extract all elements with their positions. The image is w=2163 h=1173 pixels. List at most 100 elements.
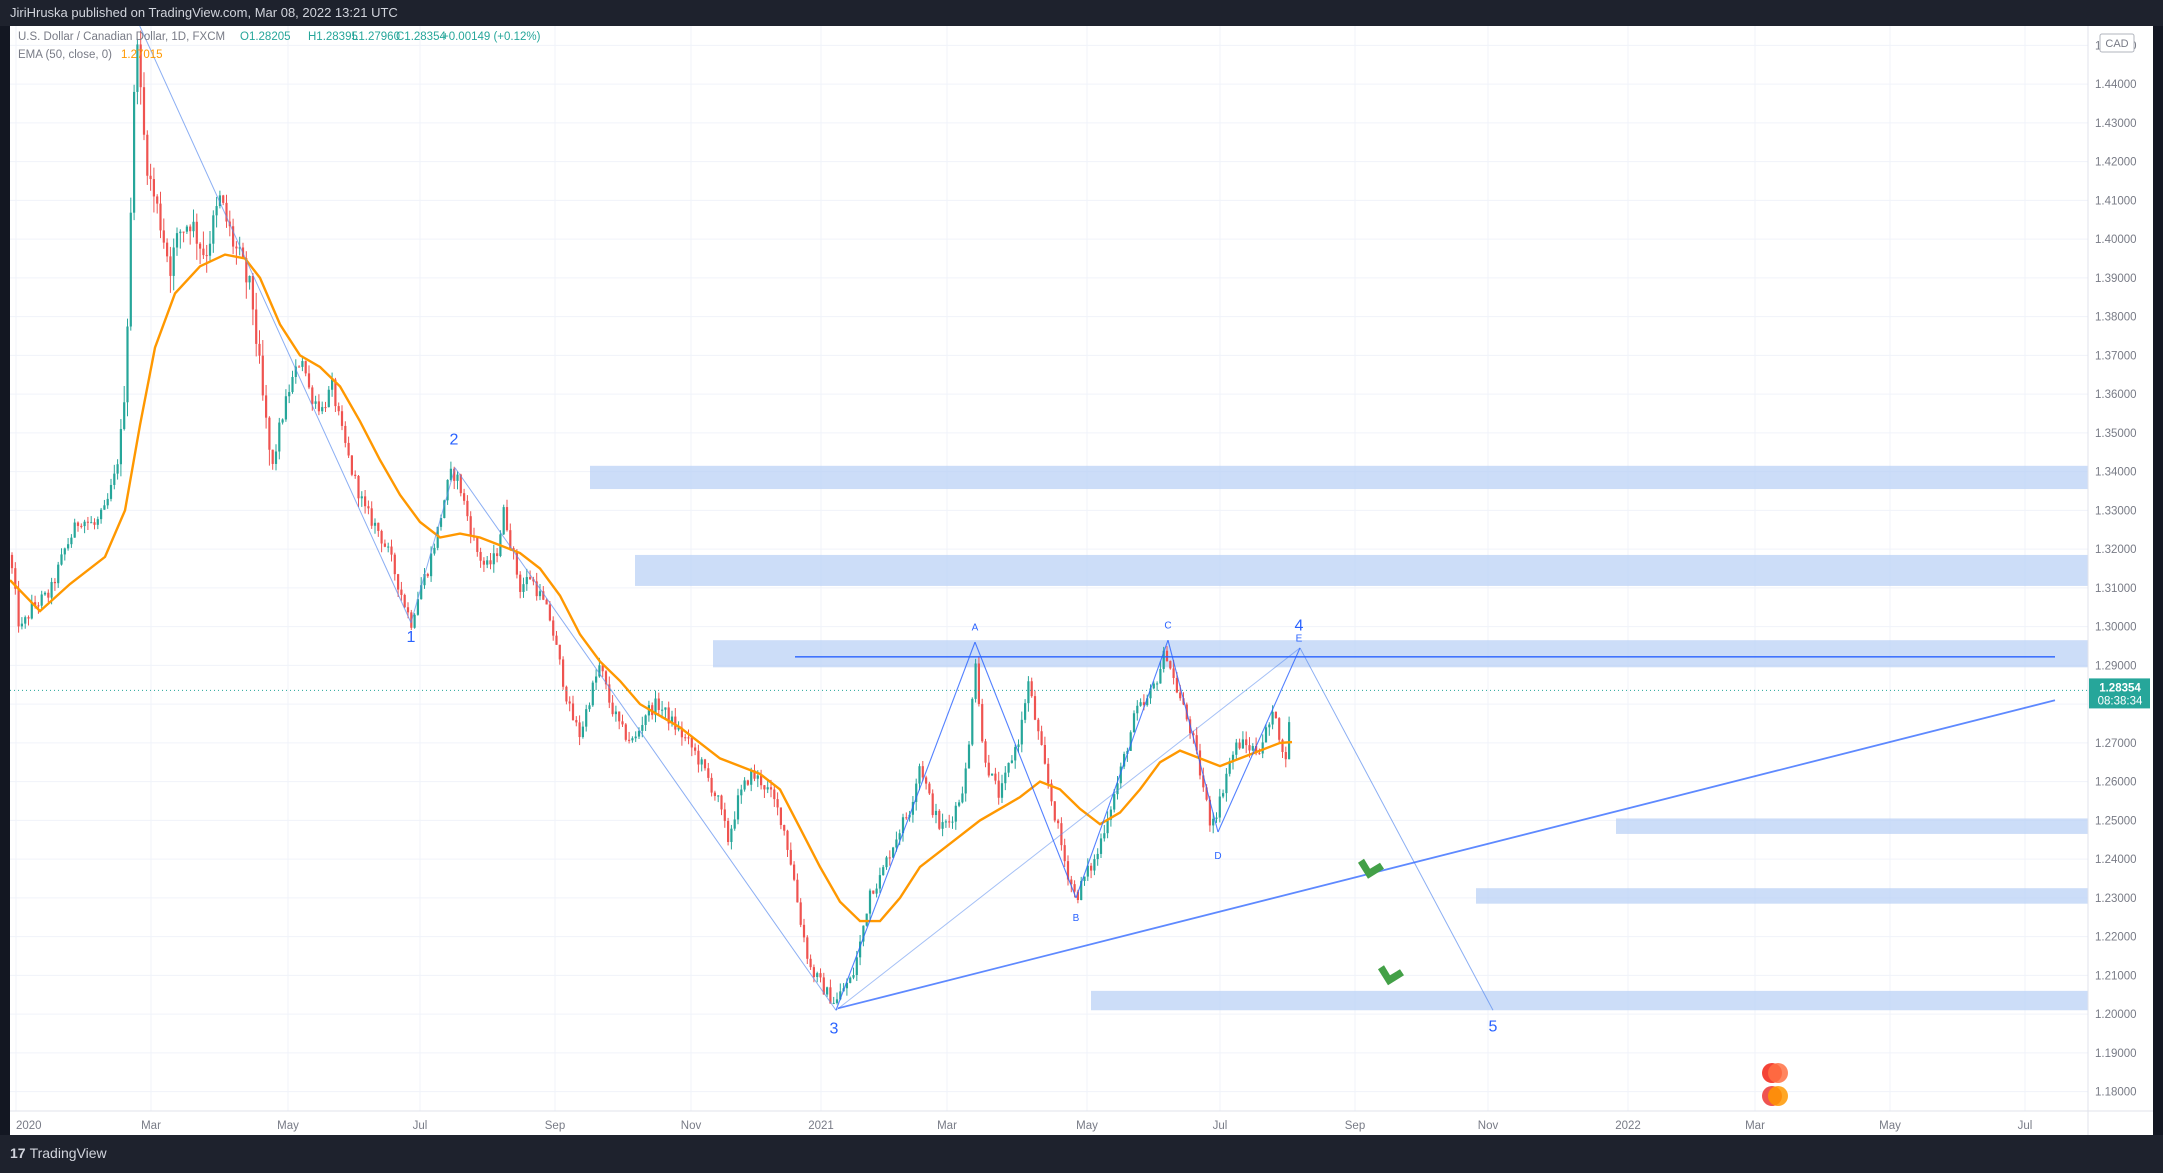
events-icons[interactable] <box>1762 1063 1788 1106</box>
candle-body <box>370 508 373 526</box>
candle-body <box>406 607 410 613</box>
candle-body <box>360 496 363 499</box>
chart-panel[interactable]: 1 2 3 4 5 A B C D E U.S. Dollar / Canadian Dollar… <box>9 21 2153 1135</box>
candle-body <box>169 256 172 276</box>
candle-body <box>1073 884 1076 892</box>
candle-body <box>199 243 202 249</box>
candle-body <box>727 820 730 842</box>
price-tick: 1.38000 <box>2095 312 2137 324</box>
candle-body <box>585 709 588 727</box>
grid-lines <box>10 26 2088 1111</box>
triangle-line <box>835 641 976 1011</box>
time-tick: Jul <box>2018 1120 2033 1132</box>
candle-body <box>1076 891 1079 901</box>
price-tick: 1.31000 <box>2095 583 2137 595</box>
candle-body <box>215 206 218 216</box>
time-tick: Nov <box>1478 1120 1499 1132</box>
candle-body <box>773 789 776 800</box>
candle-body <box>806 937 809 959</box>
candle-body <box>868 890 872 914</box>
candle-body <box>984 741 987 763</box>
candle-body <box>1139 702 1142 706</box>
candle-body <box>364 496 367 507</box>
candle-body <box>680 727 683 738</box>
candle-body <box>1106 819 1109 834</box>
price-tick: 1.21000 <box>2095 970 2137 982</box>
candle-body <box>951 821 954 823</box>
candle-body <box>832 1002 835 1004</box>
legend-close: C1.28354 <box>396 31 446 43</box>
candle-body <box>377 522 380 531</box>
candle-body <box>1103 833 1106 839</box>
candle-body <box>1258 753 1261 755</box>
candle-body <box>40 594 43 606</box>
candle-body <box>740 789 743 796</box>
candle-body <box>1169 661 1172 669</box>
candle-body <box>136 44 139 92</box>
candle-body <box>885 857 888 868</box>
candle-body <box>882 867 885 876</box>
candle-body <box>855 957 858 976</box>
candle-body <box>205 255 208 257</box>
candle-body <box>892 847 895 858</box>
candle-body <box>265 395 268 418</box>
candle-body <box>1063 845 1066 862</box>
candle-body <box>931 793 934 816</box>
candle-body <box>538 591 542 597</box>
candle-body <box>1192 733 1195 736</box>
candle-body <box>667 707 670 724</box>
candle-body <box>1053 801 1056 821</box>
candle-body <box>463 493 466 501</box>
candle-body <box>789 849 792 865</box>
wave-line <box>1299 647 1494 1011</box>
candle-body <box>703 759 707 769</box>
candle-body <box>129 212 132 327</box>
candle-body <box>967 744 971 769</box>
candle-body <box>298 366 301 368</box>
candle-body <box>918 766 921 784</box>
candle-body <box>981 704 984 742</box>
price-tick: 1.40000 <box>2095 234 2137 246</box>
candle-body <box>1228 761 1231 774</box>
candle-body <box>281 419 284 423</box>
canada-event-icon[interactable] <box>1768 1063 1788 1083</box>
candle-body <box>344 425 347 443</box>
triangle-label: C <box>1164 621 1171 632</box>
candle-body <box>327 389 330 408</box>
candle-body <box>393 554 396 575</box>
candle-body <box>581 726 584 738</box>
triangle-line <box>1167 640 1219 833</box>
candle-body <box>1165 650 1169 662</box>
zone <box>590 465 2088 490</box>
zone <box>1476 888 2088 904</box>
candle-body <box>486 560 489 565</box>
candle-body <box>769 787 773 790</box>
publish-bar: JiriHruska published on TradingView.com,… <box>0 0 2163 26</box>
candle-body <box>601 665 604 672</box>
candle-body <box>317 401 320 412</box>
candle-body <box>548 604 551 621</box>
candle-body <box>436 526 439 548</box>
time-tick: Sep <box>1345 1120 1365 1132</box>
wave-line <box>454 467 837 1011</box>
candle-body <box>1264 727 1268 743</box>
candle-body <box>631 738 634 741</box>
candle-body <box>1225 773 1228 794</box>
price-chart[interactable]: 1 2 3 4 5 A B C D E U.S. Dollar / Canadian Dollar… <box>9 21 2153 1135</box>
price-tick: 1.33000 <box>2095 505 2137 517</box>
candle-body <box>400 589 403 595</box>
candle-body <box>1222 793 1225 797</box>
currency-box[interactable] <box>2099 33 2135 53</box>
candle-body <box>291 377 294 393</box>
zone <box>1091 990 2088 1011</box>
candle-body <box>845 982 848 989</box>
time-axis: 2020 Mar May Jul Sep Nov 2021 Mar May Jul Sep Nov 20… <box>10 1110 2153 1132</box>
candle-body <box>928 783 931 794</box>
candle-body <box>938 810 941 829</box>
candle-body <box>1004 772 1007 784</box>
tradingview-logo[interactable]: 17 TradingView <box>10 1145 107 1161</box>
candle-body <box>255 309 258 344</box>
down-arrow-icon <box>1358 858 1384 879</box>
usa-event-icon[interactable] <box>1768 1086 1788 1106</box>
candle-body <box>562 659 565 687</box>
